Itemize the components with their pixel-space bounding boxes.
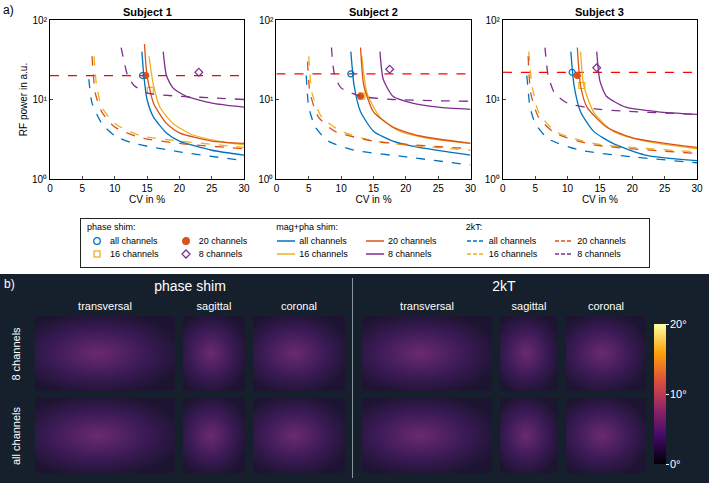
svg-text:15: 15 [594, 183, 606, 194]
svg-text:10¹: 10¹ [259, 94, 274, 105]
html-text:2kT: 2kT [492, 278, 516, 294]
svg-text:CV in %: CV in % [582, 194, 618, 205]
html-text:mag+pha shim:: mag+pha shim: [276, 222, 339, 232]
svg-text:10⁰: 10⁰ [485, 174, 500, 185]
svg-text:0: 0 [274, 183, 280, 194]
html-text:all channels: all channels [299, 235, 347, 246]
svg-text:CV in %: CV in % [129, 194, 165, 205]
svg-text:5: 5 [532, 183, 538, 194]
html-text:16 channels: 16 channels [299, 248, 348, 259]
html-text:8 channels: 8 channels [388, 248, 432, 259]
html-text:coronal: coronal [588, 300, 624, 312]
html-text:b): b) [4, 277, 15, 291]
svg-text:30: 30 [465, 183, 477, 194]
html-text:all channels: all channels [10, 406, 22, 465]
svg-text:0: 0 [500, 183, 506, 194]
svg-text:Subject 2: Subject 2 [349, 6, 398, 18]
svg-text:5: 5 [80, 183, 86, 194]
html-text:coronal: coronal [281, 300, 317, 312]
svg-text:10¹: 10¹ [485, 94, 500, 105]
svg-text:0: 0 [47, 183, 53, 194]
html-text:all channels: all channels [488, 235, 537, 246]
svg-text:10²: 10² [33, 15, 48, 26]
svg-text:30: 30 [691, 183, 703, 194]
html-text:16 channels: 16 channels [488, 248, 538, 259]
html-text:phase shim: phase shim [154, 278, 226, 294]
svg-text:25: 25 [206, 183, 218, 194]
html-text:20 channels: 20 channels [388, 235, 437, 246]
svg-text:CV in %: CV in % [355, 194, 391, 205]
svg-text:10²: 10² [259, 15, 274, 26]
svg-text:30: 30 [239, 183, 251, 194]
svg-text:20: 20 [400, 183, 412, 194]
svg-text:Subject 1: Subject 1 [123, 6, 172, 18]
html-text:20°: 20° [670, 318, 687, 330]
html-text:2kT:: 2kT: [465, 222, 483, 232]
svg-text:25: 25 [659, 183, 671, 194]
html-text:8 channels: 8 channels [198, 248, 243, 259]
svg-text:5: 5 [306, 183, 312, 194]
html-text:10°: 10° [670, 388, 687, 400]
svg-text:25: 25 [433, 183, 445, 194]
svg-text:10²: 10² [485, 15, 500, 26]
svg-text:RF power in a.u.: RF power in a.u. [18, 63, 29, 136]
svg-text:10: 10 [109, 183, 121, 194]
svg-text:10¹: 10¹ [33, 94, 48, 105]
svg-text:10⁰: 10⁰ [32, 174, 47, 185]
html-text:a): a) [3, 3, 14, 17]
svg-text:20: 20 [627, 183, 639, 194]
svg-text:10⁰: 10⁰ [258, 174, 273, 185]
svg-text:10: 10 [562, 183, 574, 194]
html-text:8 channels: 8 channels [577, 248, 621, 259]
html-text:all channels: all channels [110, 235, 158, 246]
html-text:phase shim:: phase shim: [87, 222, 136, 232]
html-text:transversal: transversal [400, 300, 454, 312]
svg-text:15: 15 [141, 183, 153, 194]
svg-text:15: 15 [368, 183, 380, 194]
svg-text:20: 20 [174, 183, 186, 194]
html-text:sagittal: sagittal [196, 300, 232, 312]
svg-text:10: 10 [336, 183, 348, 194]
html-text:16 channels: 16 channels [110, 248, 159, 259]
html-text:sagittal: sagittal [511, 300, 547, 312]
html-text:8 channels: 8 channels [10, 326, 22, 381]
html-text:20 channels: 20 channels [198, 235, 248, 246]
html-text:20 channels: 20 channels [577, 235, 626, 246]
svg-text:Subject 3: Subject 3 [575, 6, 624, 18]
html-text:0°: 0° [670, 458, 681, 470]
html-text:transversal: transversal [78, 300, 132, 312]
